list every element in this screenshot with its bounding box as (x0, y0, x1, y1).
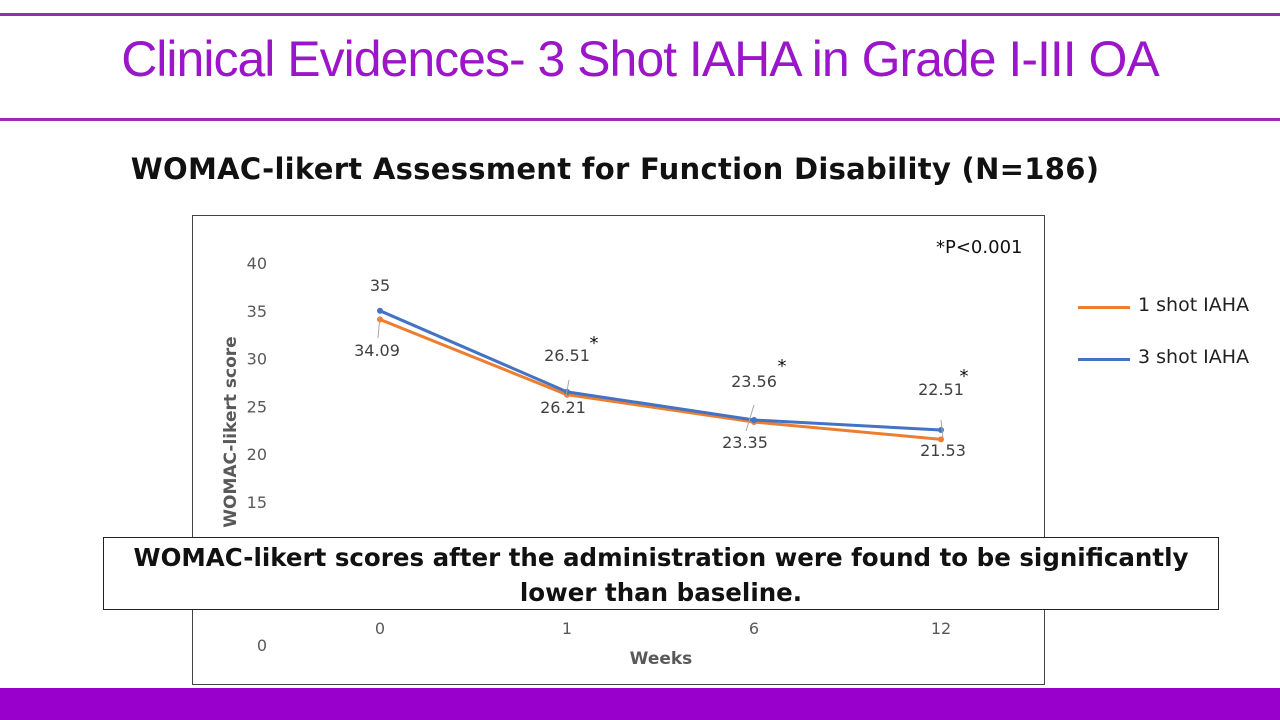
leader-line (377, 315, 381, 339)
data-point (938, 427, 944, 434)
conclusion-callout: WOMAC-likert scores after the administra… (103, 537, 1219, 610)
data-point (751, 417, 757, 424)
x-tick-label: 0 (375, 619, 385, 638)
x-tick-label: 12 (931, 619, 951, 638)
y-tick-label: 30 (247, 350, 267, 369)
y-tick-label: 25 (247, 397, 267, 416)
significance-asterisk: * (590, 333, 599, 354)
x-tick-label: 6 (749, 619, 759, 638)
title-rule-top (0, 13, 1280, 16)
data-point (377, 307, 383, 314)
chart-title: WOMAC-likert Assessment for Function Dis… (130, 152, 1100, 186)
data-label: 34.09 (354, 341, 400, 360)
significance-asterisk: * (960, 366, 969, 387)
y-axis-title: WOMAC-likert score (221, 336, 241, 527)
legend-swatch (1078, 306, 1130, 309)
x-axis-title: Weeks (630, 649, 693, 669)
legend-item: 3 shot IAHA (1078, 346, 1278, 370)
x-tick-label: 1 (562, 619, 572, 638)
y-tick-label: 15 (247, 493, 267, 512)
data-label: 26.21 (540, 398, 586, 417)
y-tick-label: 20 (247, 445, 267, 464)
significance-note: *P<0.001 (936, 237, 1022, 258)
y-tick-label: 40 (247, 254, 267, 273)
legend-label: 3 shot IAHA (1138, 346, 1250, 368)
data-label: 23.56 (731, 372, 777, 391)
significance-asterisk: * (778, 356, 787, 377)
legend-swatch (1078, 358, 1130, 361)
slide-title: Clinical Evidences- 3 Shot IAHA in Grade… (121, 31, 1160, 87)
y-tick-label: 0 (257, 636, 267, 655)
title-rule-bottom (0, 118, 1280, 121)
legend-item: 1 shot IAHA (1078, 294, 1278, 318)
leader-line (565, 379, 570, 397)
legend-label: 1 shot IAHA (1138, 294, 1250, 316)
data-label: 26.51 (544, 346, 590, 365)
data-label: 35 (370, 276, 390, 295)
data-label: 22.51 (918, 380, 964, 399)
series-line-1 (378, 317, 943, 441)
data-label: 21.53 (920, 441, 966, 460)
leader-line (940, 419, 944, 439)
series-line-2 (378, 309, 943, 432)
leader-line (745, 404, 755, 432)
y-tick-label: 35 (247, 302, 267, 321)
data-label: 23.35 (722, 433, 768, 452)
chart-frame (192, 215, 1045, 685)
footer-bar (0, 688, 1280, 720)
